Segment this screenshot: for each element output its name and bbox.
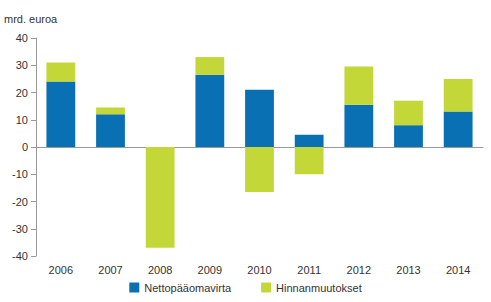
svg-text:2011: 2011 [297,264,321,276]
svg-text:mrd. euroa: mrd. euroa [4,13,58,25]
svg-text:Hinnanmuutokset: Hinnanmuutokset [276,282,362,294]
svg-text:-30: -30 [12,223,28,235]
svg-text:-20: -20 [12,196,28,208]
svg-text:2010: 2010 [247,264,271,276]
svg-text:2008: 2008 [148,264,172,276]
svg-text:-40: -40 [12,250,28,262]
svg-text:40: 40 [16,32,28,44]
svg-text:Nettopääomavirta: Nettopääomavirta [144,282,232,294]
svg-text:2009: 2009 [198,264,222,276]
svg-text:20: 20 [16,87,28,99]
svg-text:2007: 2007 [98,264,122,276]
svg-text:30: 30 [16,59,28,71]
svg-text:2012: 2012 [347,264,371,276]
svg-text:0: 0 [22,141,28,153]
svg-text:10: 10 [16,114,28,126]
svg-text:2013: 2013 [396,264,420,276]
svg-text:2014: 2014 [446,264,470,276]
svg-text:2006: 2006 [49,264,73,276]
svg-text:-10: -10 [12,168,28,180]
